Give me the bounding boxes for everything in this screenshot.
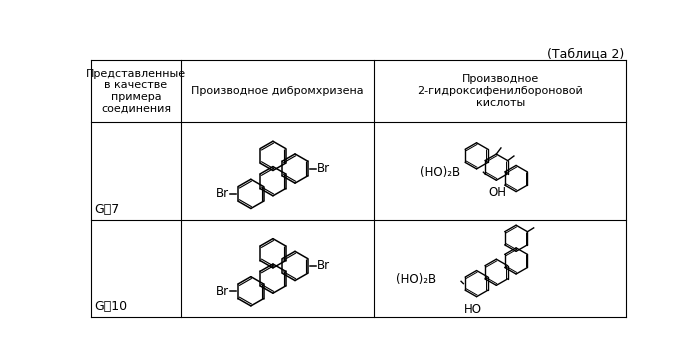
Text: Br: Br: [316, 260, 330, 273]
Text: (Таблица 2): (Таблица 2): [547, 47, 624, 60]
Text: G－7: G－7: [94, 203, 120, 216]
Text: Br: Br: [216, 285, 229, 298]
Text: Br: Br: [316, 162, 330, 175]
Text: (HO)₂B: (HO)₂B: [420, 166, 460, 179]
Text: G－10: G－10: [94, 300, 127, 313]
Text: HO: HO: [463, 303, 482, 316]
Text: OH: OH: [489, 186, 507, 199]
Text: Производное дибромхризена: Производное дибромхризена: [191, 86, 364, 96]
Text: Производное
2-гидроксифенилбороновой
кислоты: Производное 2-гидроксифенилбороновой кис…: [417, 74, 583, 108]
Text: Br: Br: [216, 187, 229, 201]
Text: Представленные
в качестве
примера
соединения: Представленные в качестве примера соедин…: [86, 68, 186, 113]
Text: (HO)₂B: (HO)₂B: [396, 273, 436, 286]
